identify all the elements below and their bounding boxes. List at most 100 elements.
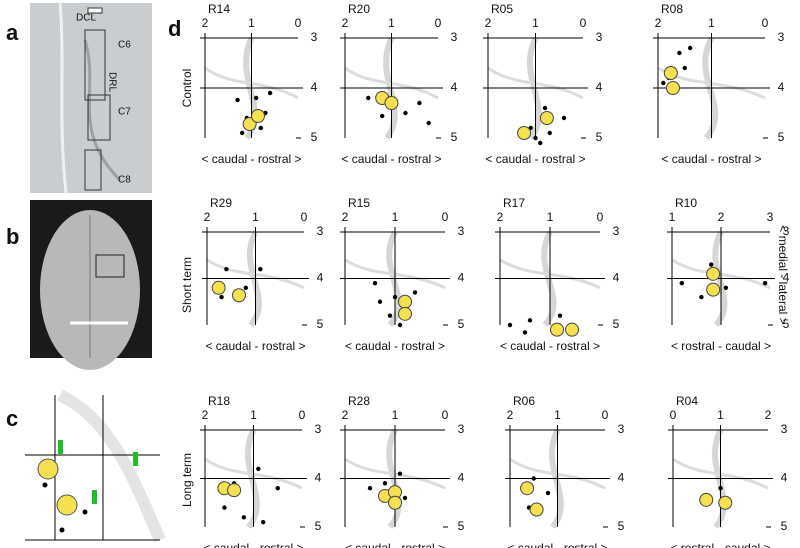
grid-outline: [95, 254, 125, 278]
x-axis-label: < caudal - rostral >: [485, 152, 585, 166]
y-tick-label: 5: [596, 130, 603, 144]
site-marker: [706, 266, 721, 281]
y-tick-label: 4: [613, 271, 620, 285]
plot-title: R14: [208, 2, 230, 16]
y-tick-label: 5: [317, 317, 324, 331]
site-marker: [227, 483, 242, 498]
y-tick-label: 5: [451, 130, 458, 144]
y-tick-label: 3: [783, 224, 790, 238]
y-tick-label: 3: [311, 30, 318, 44]
plot: 2 1 03 4 5 R08 < caudal - rostral >: [653, 2, 785, 166]
grid-outline: [84, 29, 106, 101]
label: DRL: [106, 72, 117, 92]
y-tick-label: 5: [618, 519, 625, 533]
x-tick-label: 0: [442, 408, 449, 422]
dot: [387, 313, 393, 318]
plot-title: R06: [513, 394, 535, 408]
site-marker: [232, 288, 247, 303]
site-marker: [665, 81, 680, 95]
dot: [366, 95, 371, 101]
dot: [256, 466, 261, 471]
x-axis-label: < caudal - rostral >: [345, 339, 445, 353]
plot: 2 1 03 4 5 R29 < caudal - rostral >: [202, 196, 324, 353]
dot: [682, 65, 687, 71]
y-tick-label: 4: [783, 271, 790, 285]
site-marker: [565, 322, 579, 337]
y-tick-label: 4: [458, 271, 465, 285]
plot-title: R10: [675, 196, 697, 210]
plot: 2 1 03 4 5 R05 < caudal - rostral >: [483, 2, 603, 166]
spinal-cord-image: [30, 3, 152, 193]
x-axis-label: < caudal - rostral >: [500, 339, 600, 353]
dot: [392, 294, 398, 300]
plot: 2 1 03 4 5 R06 < caudal - rostral >: [505, 394, 625, 548]
x-tick-label: 2: [342, 210, 349, 224]
dot: [224, 267, 229, 272]
label: C7: [118, 107, 131, 118]
label: DCL: [76, 13, 96, 24]
x-tick-label: 2: [485, 16, 492, 30]
y-tick-label: 5: [315, 519, 322, 533]
vessel: [246, 230, 262, 327]
plot: 2 1 03 4 5 R14 < caudal - rostral >: [200, 2, 318, 166]
x-axis-label: < caudal - rostral >: [341, 152, 441, 166]
site-marker: [398, 306, 412, 321]
dot: [557, 313, 563, 318]
y-tick-label: 3: [458, 224, 465, 238]
vessel: [383, 36, 398, 140]
x-axis-label: < caudal - rostral >: [201, 152, 301, 166]
x-axis-label: < rostral - caudal >: [670, 541, 770, 548]
x-tick-label: 1: [392, 408, 399, 422]
dot: [261, 519, 266, 525]
y-tick-label: 4: [778, 80, 785, 94]
y-tick-label: 4: [781, 471, 788, 485]
dot: [412, 290, 418, 295]
site-marker: [699, 492, 714, 507]
row-label: Long term: [180, 453, 194, 507]
plot: 2 1 03 4 5 R17 < caudal - rostral >: [495, 196, 620, 353]
y-tick-label: 5: [783, 317, 790, 331]
dot: [372, 280, 378, 286]
plot-title: R28: [348, 394, 370, 408]
x-axis-label: < caudal - rostral >: [507, 541, 607, 548]
site-marker: [539, 111, 554, 125]
dot: [547, 130, 552, 136]
dot: [235, 97, 240, 103]
vessel: [527, 36, 542, 140]
vessel: [386, 230, 402, 327]
plot-title: R20: [348, 2, 370, 16]
dot: [243, 285, 248, 290]
x-tick-label: 2: [202, 16, 209, 30]
dot: [397, 322, 403, 328]
dot: [699, 294, 704, 300]
body-map: [25, 389, 166, 543]
dot: [542, 105, 548, 111]
x-tick-label: 2: [202, 408, 209, 422]
vessel: [499, 258, 601, 290]
x-tick-label: 1: [250, 408, 257, 422]
y-tick-label: 4: [458, 471, 465, 485]
y-tick-label: 4: [315, 471, 322, 485]
x-tick-label: 2: [342, 408, 349, 422]
site-marker: [388, 495, 402, 510]
dot: [267, 90, 273, 96]
x-tick-label: 0: [762, 16, 769, 30]
dot: [677, 50, 682, 56]
site-marker: [517, 126, 532, 140]
plot: 2 1 03 4 5 R15 < caudal - rostral >: [340, 196, 465, 353]
plot: 2 1 03 4 5 R18 < caudal - rostral >: [200, 394, 322, 548]
dot: [679, 280, 684, 286]
site-marker: [529, 502, 544, 517]
y-tick-label: 5: [458, 519, 465, 533]
dot: [397, 471, 403, 476]
grid-outline: [84, 149, 102, 191]
plot-title: R04: [676, 394, 698, 408]
plot: 2 1 03 4 5 R20 < caudal - rostral >: [340, 2, 458, 166]
dot: [545, 490, 551, 496]
dot: [240, 130, 245, 136]
x-tick-label: 1: [717, 408, 724, 422]
dot: [367, 486, 373, 491]
x-tick-label: 1: [554, 408, 561, 422]
grid-outline: [87, 94, 111, 141]
